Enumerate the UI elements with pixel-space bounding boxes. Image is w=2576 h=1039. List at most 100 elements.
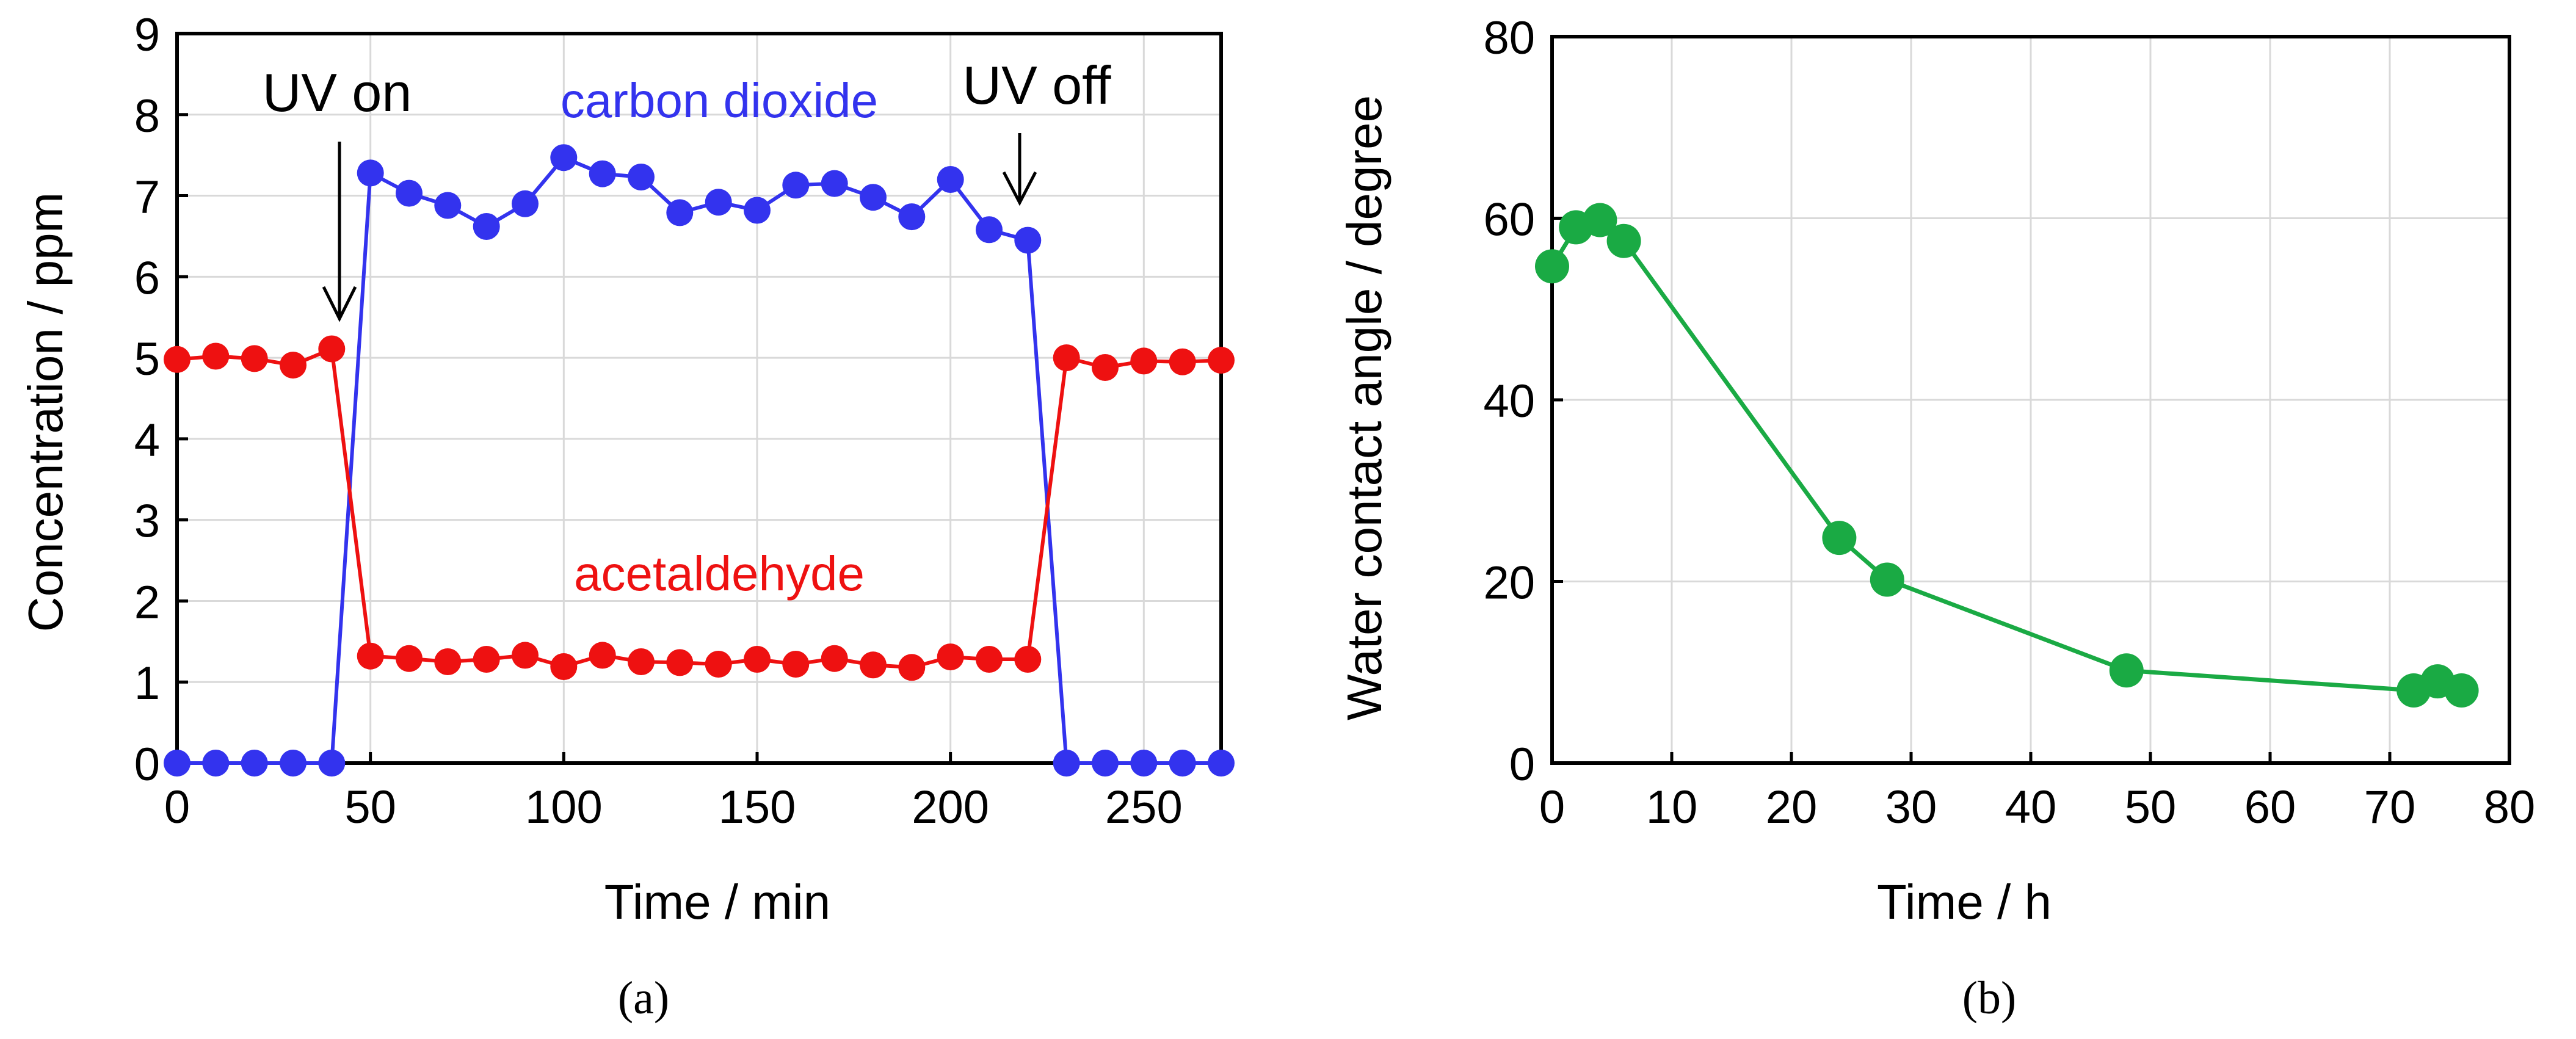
a-plot-frame — [175, 32, 1223, 765]
a-data-point-acetaldehyde — [1130, 347, 1158, 375]
panel-b: 0 20 40 60 80 0 10 20 30 40 50 60 70 80 Time / h Wate… — [1337, 12, 2535, 1024]
a-data-point-carbon-dioxide — [744, 197, 771, 224]
a-data-point-carbon-dioxide — [202, 750, 230, 777]
a-data-point-acetaldehyde — [164, 346, 190, 373]
a-data-point-acetaldehyde — [1014, 646, 1042, 673]
a-data-point-acetaldehyde — [1092, 354, 1119, 381]
b-data-point-water-contact-angle — [1535, 249, 1569, 284]
b-series — [1535, 203, 2479, 708]
a-xtick-label: 150 — [719, 781, 796, 833]
a-data-point-acetaldehyde — [666, 649, 694, 676]
a-data-point-acetaldehyde — [434, 648, 462, 675]
a-data-point-carbon-dioxide — [860, 184, 887, 211]
a-data-point-acetaldehyde — [280, 352, 307, 379]
a-data-point-carbon-dioxide — [782, 172, 810, 199]
a-xtick-label: 50 — [344, 781, 396, 833]
a-data-point-carbon-dioxide — [1130, 750, 1158, 777]
a-data-point-carbon-dioxide — [473, 213, 500, 240]
a-data-point-acetaldehyde — [589, 642, 616, 669]
b-xtick-label: 80 — [2484, 781, 2536, 833]
b-xtick-label: 10 — [1646, 781, 1698, 833]
a-data-point-acetaldehyde — [1053, 344, 1080, 372]
b-tick-labels: 0 20 40 60 80 0 10 20 30 40 50 60 70 80 — [1483, 12, 2535, 833]
a-ytick-label: 6 — [134, 252, 160, 304]
a-ytick-label: 4 — [134, 415, 160, 466]
a-data-point-carbon-dioxide — [512, 190, 539, 217]
b-ytick-label: 80 — [1483, 12, 1535, 64]
a-data-point-acetaldehyde — [202, 342, 230, 370]
a-ytick-label: 9 — [134, 9, 160, 61]
b-data-point-water-contact-angle — [1870, 562, 1904, 597]
a-ytick-label: 1 — [134, 657, 160, 709]
a-ytick-label: 8 — [134, 90, 160, 142]
b-xtick-label: 50 — [2125, 781, 2177, 833]
a-series-line-acetaldehyde — [176, 347, 1222, 670]
a-data-point-acetaldehyde — [241, 345, 268, 372]
b-data-point-water-contact-angle — [1822, 521, 1857, 556]
a-tick-labels: 0 1 2 3 4 5 6 7 8 9 0 50 100 150 200 250 — [134, 9, 1183, 833]
a-panel-label: (a) — [618, 972, 669, 1024]
b-grid — [1551, 35, 2511, 764]
b-ytick-label: 40 — [1483, 375, 1535, 427]
a-data-point-carbon-dioxide — [280, 750, 307, 777]
a-ytick-label: 3 — [134, 496, 160, 548]
a-ytick-label: 5 — [134, 333, 160, 385]
a-data-point-carbon-dioxide — [898, 203, 926, 231]
a-series — [164, 144, 1235, 777]
a-data-point-acetaldehyde — [937, 643, 964, 671]
b-y-axis-title: Water contact angle / degree — [1337, 95, 1391, 720]
a-data-point-acetaldehyde — [318, 335, 346, 363]
b-data-point-water-contact-angle — [2109, 653, 2144, 688]
a-data-point-carbon-dioxide — [241, 750, 268, 777]
a-data-point-acetaldehyde — [628, 648, 655, 675]
a-data-point-carbon-dioxide — [434, 192, 462, 219]
b-panel-label: (b) — [1962, 972, 2017, 1024]
a-data-point-carbon-dioxide — [1092, 750, 1119, 777]
a-data-point-acetaldehyde — [744, 646, 771, 673]
a-ytick-label: 2 — [134, 576, 160, 628]
a-data-point-carbon-dioxide — [589, 160, 616, 187]
a-data-point-carbon-dioxide — [357, 159, 384, 187]
a-xtick-label: 0 — [164, 781, 190, 833]
a-data-point-acetaldehyde — [396, 645, 423, 672]
b-xtick-label: 30 — [1885, 781, 1937, 833]
a-data-point-acetaldehyde — [1208, 347, 1235, 374]
a-data-point-acetaldehyde — [860, 651, 887, 679]
a-data-point-carbon-dioxide — [1208, 750, 1235, 777]
b-series-line-water-contact-angle — [1550, 218, 2462, 693]
uv-off-arrow-head — [1002, 171, 1037, 206]
a-data-point-acetaldehyde — [1169, 348, 1196, 375]
a-ytick-label: 0 — [134, 739, 160, 791]
a-xtick-label: 100 — [525, 781, 603, 833]
a-data-point-carbon-dioxide — [1169, 750, 1196, 777]
a-data-point-carbon-dioxide — [976, 216, 1003, 244]
b-xtick-label: 60 — [2244, 781, 2296, 833]
uv-on-arrow-head — [322, 286, 357, 322]
a-data-point-carbon-dioxide — [666, 199, 694, 226]
b-data-point-water-contact-angle — [1606, 223, 1641, 258]
acetaldehyde-label: acetaldehyde — [574, 546, 865, 601]
a-x-axis-title: Time / min — [604, 875, 830, 929]
carbon-dioxide-label: carbon dioxide — [561, 73, 878, 128]
a-y-axis-title: Concentration / ppm — [18, 192, 73, 632]
a-data-point-carbon-dioxide — [550, 144, 578, 172]
uv-off-label: UV off — [963, 55, 1111, 115]
a-data-point-carbon-dioxide — [937, 166, 964, 193]
a-data-point-acetaldehyde — [705, 651, 732, 678]
a-data-point-carbon-dioxide — [1014, 226, 1042, 254]
b-xtick-label: 40 — [2005, 781, 2057, 833]
b-data-point-water-contact-angle — [2444, 673, 2479, 708]
a-grid — [176, 32, 1221, 764]
a-ytick-label: 7 — [134, 172, 160, 223]
a-xtick-label: 200 — [912, 781, 989, 833]
a-data-point-acetaldehyde — [976, 646, 1003, 673]
a-data-point-acetaldehyde — [898, 654, 926, 681]
a-data-point-carbon-dioxide — [705, 189, 732, 216]
a-data-point-carbon-dioxide — [164, 750, 190, 777]
b-x-axis-title: Time / h — [1877, 875, 2052, 929]
b-ytick-label: 60 — [1483, 194, 1535, 246]
b-ytick-label: 20 — [1483, 557, 1535, 609]
a-data-point-acetaldehyde — [782, 651, 810, 678]
uv-on-label: UV on — [263, 62, 412, 123]
